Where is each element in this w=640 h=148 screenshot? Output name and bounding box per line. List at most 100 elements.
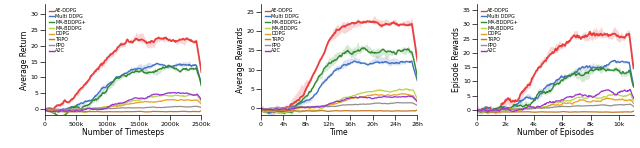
MA-BDDPG — [132, 100, 140, 101]
Multi DDPG — [492, 111, 500, 113]
MA-BDDPG+ — [348, 53, 356, 54]
MA-BDDPG+ — [408, 54, 416, 56]
Multi DDPG — [153, 62, 161, 64]
TRPO — [408, 110, 415, 112]
Multi DDPG — [198, 84, 205, 86]
TRPO — [320, 110, 328, 112]
MA-BDDPG+ — [413, 76, 421, 78]
PPO — [104, 108, 112, 110]
DDPG — [488, 111, 495, 113]
TRPO — [624, 111, 632, 113]
Multi DDPG — [473, 110, 481, 112]
Multi DDPG — [55, 111, 63, 113]
AE-DDPG — [539, 63, 547, 65]
DDPG — [41, 108, 49, 110]
MA-BDDPG+ — [257, 108, 265, 110]
Line: TRPO: TRPO — [261, 109, 417, 111]
MA-BDDPG — [624, 94, 632, 96]
MA-BDDPG — [564, 100, 572, 102]
MA-BDDPG+ — [597, 67, 605, 69]
AE-DDPG — [106, 54, 114, 55]
AE-DDPG — [408, 27, 416, 29]
A2C — [582, 94, 589, 96]
AE-DDPG — [49, 109, 57, 110]
MA-BDDPG+ — [537, 90, 545, 92]
DDPG — [59, 111, 67, 112]
PPO — [582, 105, 589, 107]
A2C — [564, 96, 572, 98]
Line: MA-BDDPG: MA-BDDPG — [477, 94, 634, 111]
DDPG — [150, 102, 157, 103]
AE-DDPG — [413, 60, 421, 62]
TRPO — [198, 110, 205, 112]
Line: DDPG: DDPG — [261, 94, 417, 110]
A2C — [321, 105, 328, 107]
Line: PPO: PPO — [45, 106, 202, 110]
MA-BDDPG — [348, 95, 356, 97]
DDPG — [177, 99, 185, 100]
DDPG — [193, 99, 200, 101]
AE-DDPG — [630, 67, 637, 69]
A2C — [67, 110, 75, 112]
MA-BDDPG — [150, 96, 157, 98]
Multi DDPG — [150, 64, 157, 66]
MA-BDDPG — [106, 105, 114, 107]
Line: PPO: PPO — [477, 104, 634, 111]
TRPO — [104, 111, 111, 112]
Legend: AE-DDPG, Multi DDPG, MA-BDDPG+, MA-BDDPG, DDPG, TRPO, PPO, A2C: AE-DDPG, Multi DDPG, MA-BDDPG+, MA-BDDPG… — [263, 7, 303, 55]
DDPG — [604, 97, 612, 99]
DDPG — [67, 110, 75, 112]
TRPO — [537, 111, 545, 113]
Legend: AE-DDPG, Multi DDPG, MA-BDDPG+, MA-BDDPG, DDPG, TRPO, PPO, A2C: AE-DDPG, Multi DDPG, MA-BDDPG+, MA-BDDPG… — [47, 7, 87, 55]
AE-DDPG — [257, 109, 265, 111]
Multi DDPG — [323, 79, 330, 81]
TRPO — [192, 111, 200, 112]
A2C — [408, 96, 416, 98]
PPO — [132, 107, 140, 109]
MA-BDDPG+ — [323, 65, 330, 67]
MA-BDDPG+ — [539, 91, 547, 93]
AE-DDPG — [500, 103, 508, 105]
DDPG — [564, 102, 572, 104]
AE-DDPG — [264, 112, 272, 114]
MA-BDDPG — [537, 107, 545, 108]
Line: MA-BDDPG+: MA-BDDPG+ — [261, 48, 417, 114]
MA-BDDPG+ — [630, 86, 637, 88]
MA-BDDPG+ — [367, 52, 374, 54]
A2C — [257, 108, 265, 110]
A2C — [41, 110, 49, 111]
MA-BDDPG — [80, 112, 88, 114]
AE-DDPG — [625, 34, 632, 35]
Line: A2C: A2C — [261, 96, 417, 110]
A2C — [537, 106, 545, 107]
AE-DDPG — [366, 20, 374, 22]
MA-BDDPG+ — [280, 113, 288, 115]
Multi DDPG — [625, 61, 632, 63]
TRPO — [325, 111, 333, 112]
MA-BDDPG — [539, 107, 547, 108]
DDPG — [408, 95, 416, 96]
A2C — [539, 105, 547, 106]
DDPG — [284, 109, 291, 111]
MA-BDDPG — [257, 109, 265, 111]
Multi DDPG — [630, 85, 637, 87]
Line: AE-DDPG: AE-DDPG — [45, 38, 202, 110]
TRPO — [150, 111, 157, 112]
Multi DDPG — [408, 63, 416, 65]
PPO — [473, 109, 481, 111]
PPO — [500, 109, 508, 110]
Line: MA-BDDPG: MA-BDDPG — [261, 89, 417, 113]
Multi DDPG — [348, 62, 356, 63]
DDPG — [625, 99, 632, 101]
AE-DDPG — [163, 37, 170, 38]
TRPO — [366, 110, 374, 112]
TRPO — [67, 111, 74, 113]
TRPO — [564, 111, 572, 113]
A2C — [624, 90, 632, 91]
MA-BDDPG+ — [41, 107, 49, 109]
DDPG — [539, 107, 547, 109]
MA-BDDPG+ — [104, 86, 112, 88]
TRPO — [348, 110, 356, 112]
PPO — [627, 103, 634, 105]
MA-BDDPG+ — [564, 75, 572, 77]
